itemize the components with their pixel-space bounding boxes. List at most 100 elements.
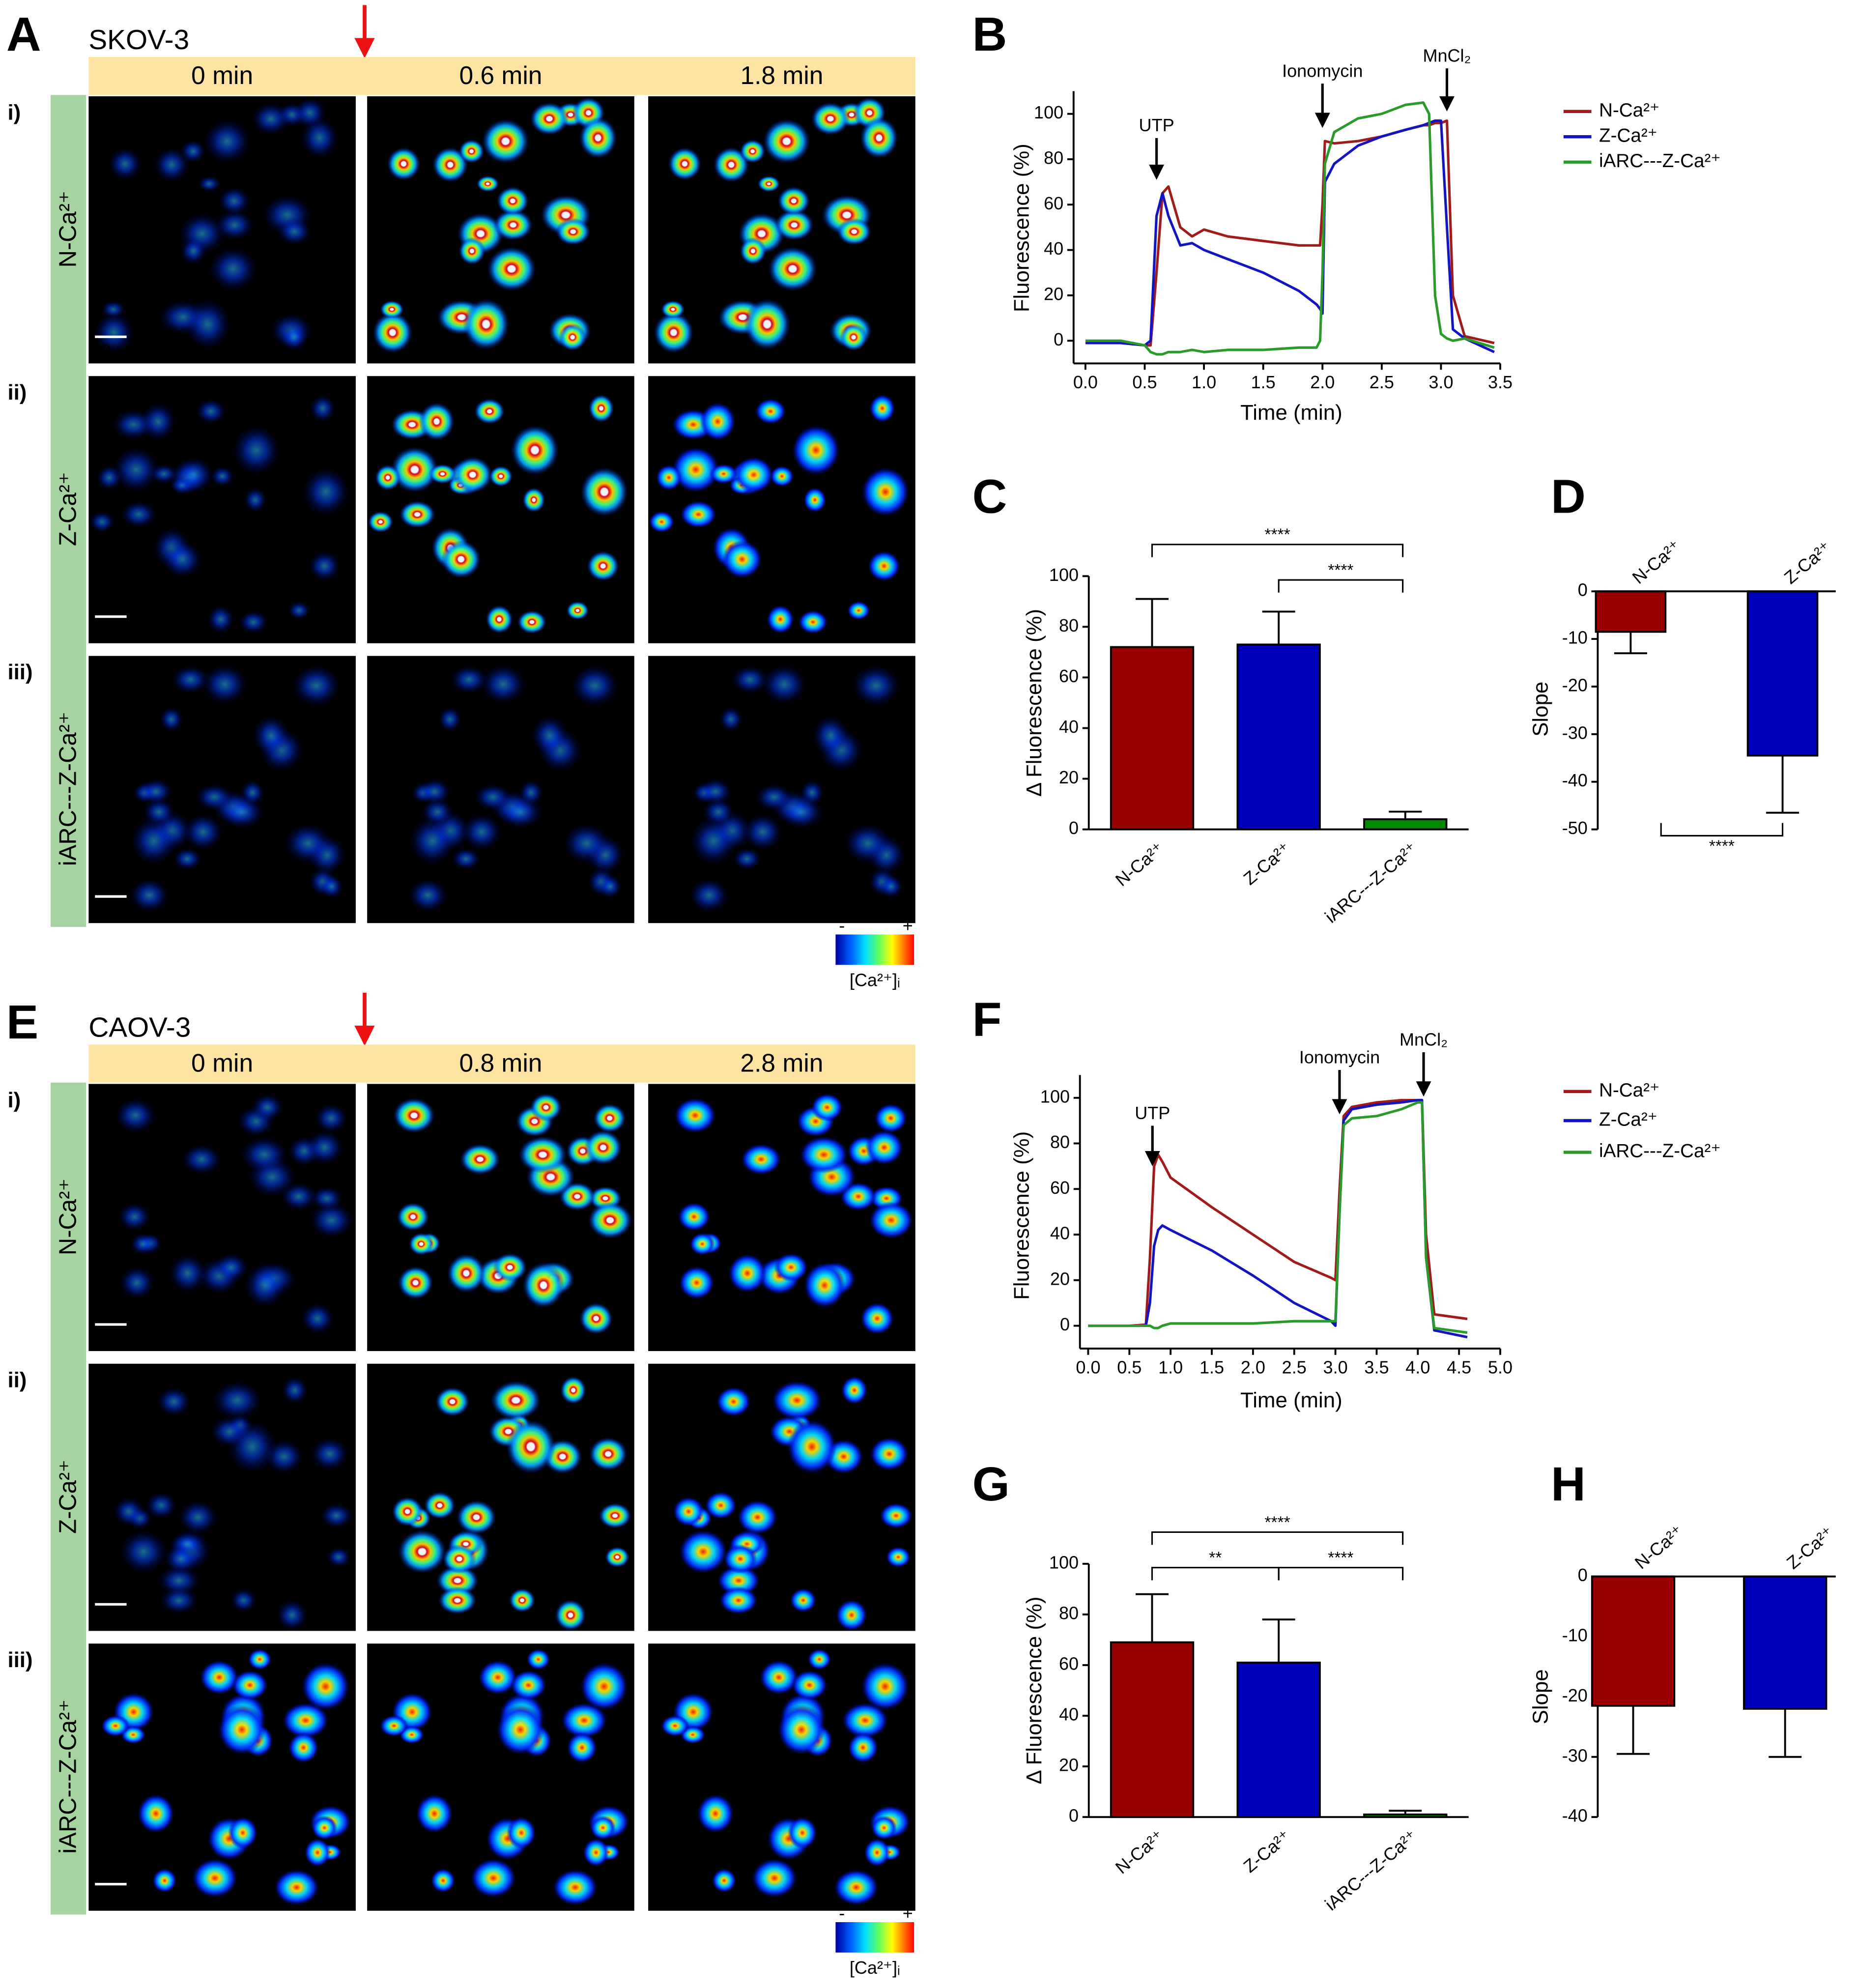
cell	[807, 1649, 831, 1670]
annotation-arrow-head	[1332, 1099, 1347, 1115]
row-name: Z-Ca²⁺	[55, 472, 82, 546]
bar	[1595, 590, 1667, 633]
cell	[590, 1815, 616, 1840]
cell	[284, 823, 332, 864]
y-tick-label: 80	[1044, 148, 1063, 168]
y-tick-label: -10	[1562, 628, 1588, 648]
cell	[555, 218, 591, 246]
x-tick-label: 4.0	[1405, 1357, 1430, 1378]
x-tick-label: 2.0	[1310, 372, 1335, 392]
x-tick-label: 2.0	[1241, 1357, 1265, 1378]
cell	[699, 778, 732, 805]
cell	[274, 1869, 319, 1906]
cell	[531, 715, 569, 756]
legend-label: iARC---Z-Ca²⁺	[1599, 150, 1721, 172]
y-tick-label: -10	[1562, 1625, 1588, 1645]
significance-label: ****	[1328, 1549, 1353, 1567]
x-tick-label: Z-Ca²⁺	[1240, 838, 1294, 889]
cell	[156, 1386, 191, 1417]
cell	[96, 464, 122, 491]
y-axis-label: Fluorescence (%)	[1009, 1131, 1033, 1300]
cell	[584, 1130, 622, 1165]
cell	[174, 457, 214, 493]
cell	[288, 1732, 319, 1763]
cell	[717, 1565, 760, 1596]
annotation-arrow-head	[1439, 96, 1455, 112]
cell	[493, 209, 533, 241]
y-tick-label: -40	[1562, 1806, 1588, 1826]
series-line	[1085, 101, 1495, 356]
cell	[252, 715, 290, 756]
significance-bracket	[1278, 1567, 1404, 1581]
cell	[228, 1419, 277, 1474]
cell	[379, 1715, 408, 1737]
cell	[787, 1419, 837, 1474]
cell	[689, 878, 729, 913]
y-tick-label: -40	[1562, 770, 1588, 790]
cell	[248, 1649, 272, 1670]
cell	[200, 1660, 239, 1695]
x-tick-label: 0.5	[1132, 372, 1157, 392]
cell	[755, 398, 786, 425]
cell	[251, 102, 290, 136]
x-tick-label: 2.5	[1282, 1357, 1307, 1378]
cell	[145, 1491, 177, 1520]
y-tick-label: 100	[1049, 1552, 1079, 1572]
cell	[678, 1202, 711, 1231]
cell	[506, 1816, 536, 1849]
cell	[493, 1253, 527, 1282]
y-tick-label: 60	[1050, 1178, 1070, 1198]
cell	[861, 1662, 910, 1711]
cell	[552, 1869, 598, 1906]
cell	[580, 467, 628, 517]
cell	[841, 1376, 868, 1405]
condition-strip	[51, 1082, 86, 1915]
colorbar	[835, 934, 914, 965]
cell	[879, 874, 903, 899]
cell	[450, 665, 488, 694]
cell	[530, 102, 569, 136]
cell	[773, 1253, 808, 1282]
series-line	[1088, 1101, 1468, 1334]
cell	[419, 402, 455, 441]
cell	[604, 1546, 630, 1568]
cell	[719, 1586, 758, 1614]
legend-label: Z-Ca²⁺	[1599, 125, 1657, 146]
cell	[416, 1794, 453, 1833]
cell	[517, 610, 547, 634]
cell	[442, 1544, 477, 1574]
cell	[732, 847, 762, 870]
bar	[1363, 818, 1448, 831]
scale-bar-label: 50 µm	[91, 1328, 141, 1348]
y-tick-label: -30	[1562, 722, 1588, 743]
cell	[101, 300, 126, 318]
bar	[1110, 1641, 1195, 1818]
cell	[244, 487, 267, 513]
cell	[372, 312, 413, 353]
cell	[130, 1233, 156, 1256]
y-tick-label: 0	[1578, 580, 1588, 600]
cell	[287, 601, 311, 620]
y-tick-label: 20	[1059, 767, 1079, 787]
panel-letter: E	[6, 995, 38, 1049]
x-tick-label: 0.0	[1076, 1357, 1100, 1378]
cell	[480, 664, 526, 705]
legend-label: N-Ca²⁺	[1599, 100, 1659, 121]
y-tick-label: 60	[1044, 193, 1063, 213]
cell	[768, 246, 818, 291]
stimulus-arrow-head	[354, 1025, 375, 1046]
cell	[302, 467, 350, 517]
scale-bar-label: 50 µm	[91, 620, 141, 640]
cell	[811, 1093, 843, 1122]
cell	[150, 464, 178, 484]
cell	[522, 1262, 565, 1308]
cell	[742, 813, 783, 851]
cell	[159, 706, 184, 732]
y-tick-label: 0	[1069, 1806, 1079, 1826]
annotation-arrow-head	[1149, 164, 1165, 180]
cell	[731, 665, 770, 694]
x-tick-label: 5.0	[1488, 1357, 1513, 1378]
cell	[195, 398, 227, 425]
row-name: Z-Ca²⁺	[55, 1460, 82, 1534]
cell	[108, 147, 142, 181]
